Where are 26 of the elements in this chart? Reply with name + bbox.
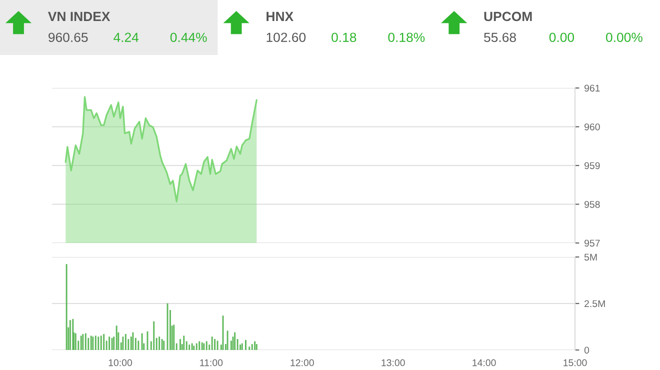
x-tick-label: 11:00 bbox=[200, 359, 223, 366]
x-tick-label: 15:00 bbox=[564, 359, 587, 366]
y-tick-label: 0 bbox=[584, 346, 590, 354]
x-tick-label: 12:00 bbox=[290, 359, 314, 366]
text: VN INDEX bbox=[48, 12, 110, 22]
y-tick-label: 5M bbox=[584, 254, 597, 261]
text: 0.00% bbox=[606, 32, 642, 42]
y-tick-label: 960 bbox=[584, 123, 600, 130]
text: 55.68 bbox=[484, 32, 516, 42]
y-tick-label: 961 bbox=[584, 84, 600, 92]
text: 0.18 bbox=[332, 32, 356, 42]
text: 960.65 bbox=[48, 32, 88, 42]
text: 102.60 bbox=[266, 32, 306, 42]
x-tick-label: 14:00 bbox=[472, 359, 496, 366]
text: 0.00 bbox=[549, 32, 574, 42]
x-tick-label: 13:00 bbox=[382, 359, 405, 366]
x-tick-label: 10:00 bbox=[108, 359, 132, 366]
text: 4.24 bbox=[114, 32, 139, 42]
text: 0.44% bbox=[170, 32, 207, 42]
y-tick-label: 957 bbox=[584, 240, 600, 247]
text: 0.18% bbox=[388, 32, 425, 42]
y-tick-label: 959 bbox=[584, 162, 600, 170]
text: UPCOM bbox=[484, 12, 532, 22]
y-tick-label: 2.5M bbox=[584, 300, 605, 308]
text: HNX bbox=[266, 12, 294, 22]
y-tick-label: 958 bbox=[584, 200, 600, 208]
